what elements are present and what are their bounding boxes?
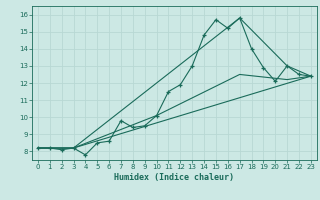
X-axis label: Humidex (Indice chaleur): Humidex (Indice chaleur)	[115, 173, 234, 182]
